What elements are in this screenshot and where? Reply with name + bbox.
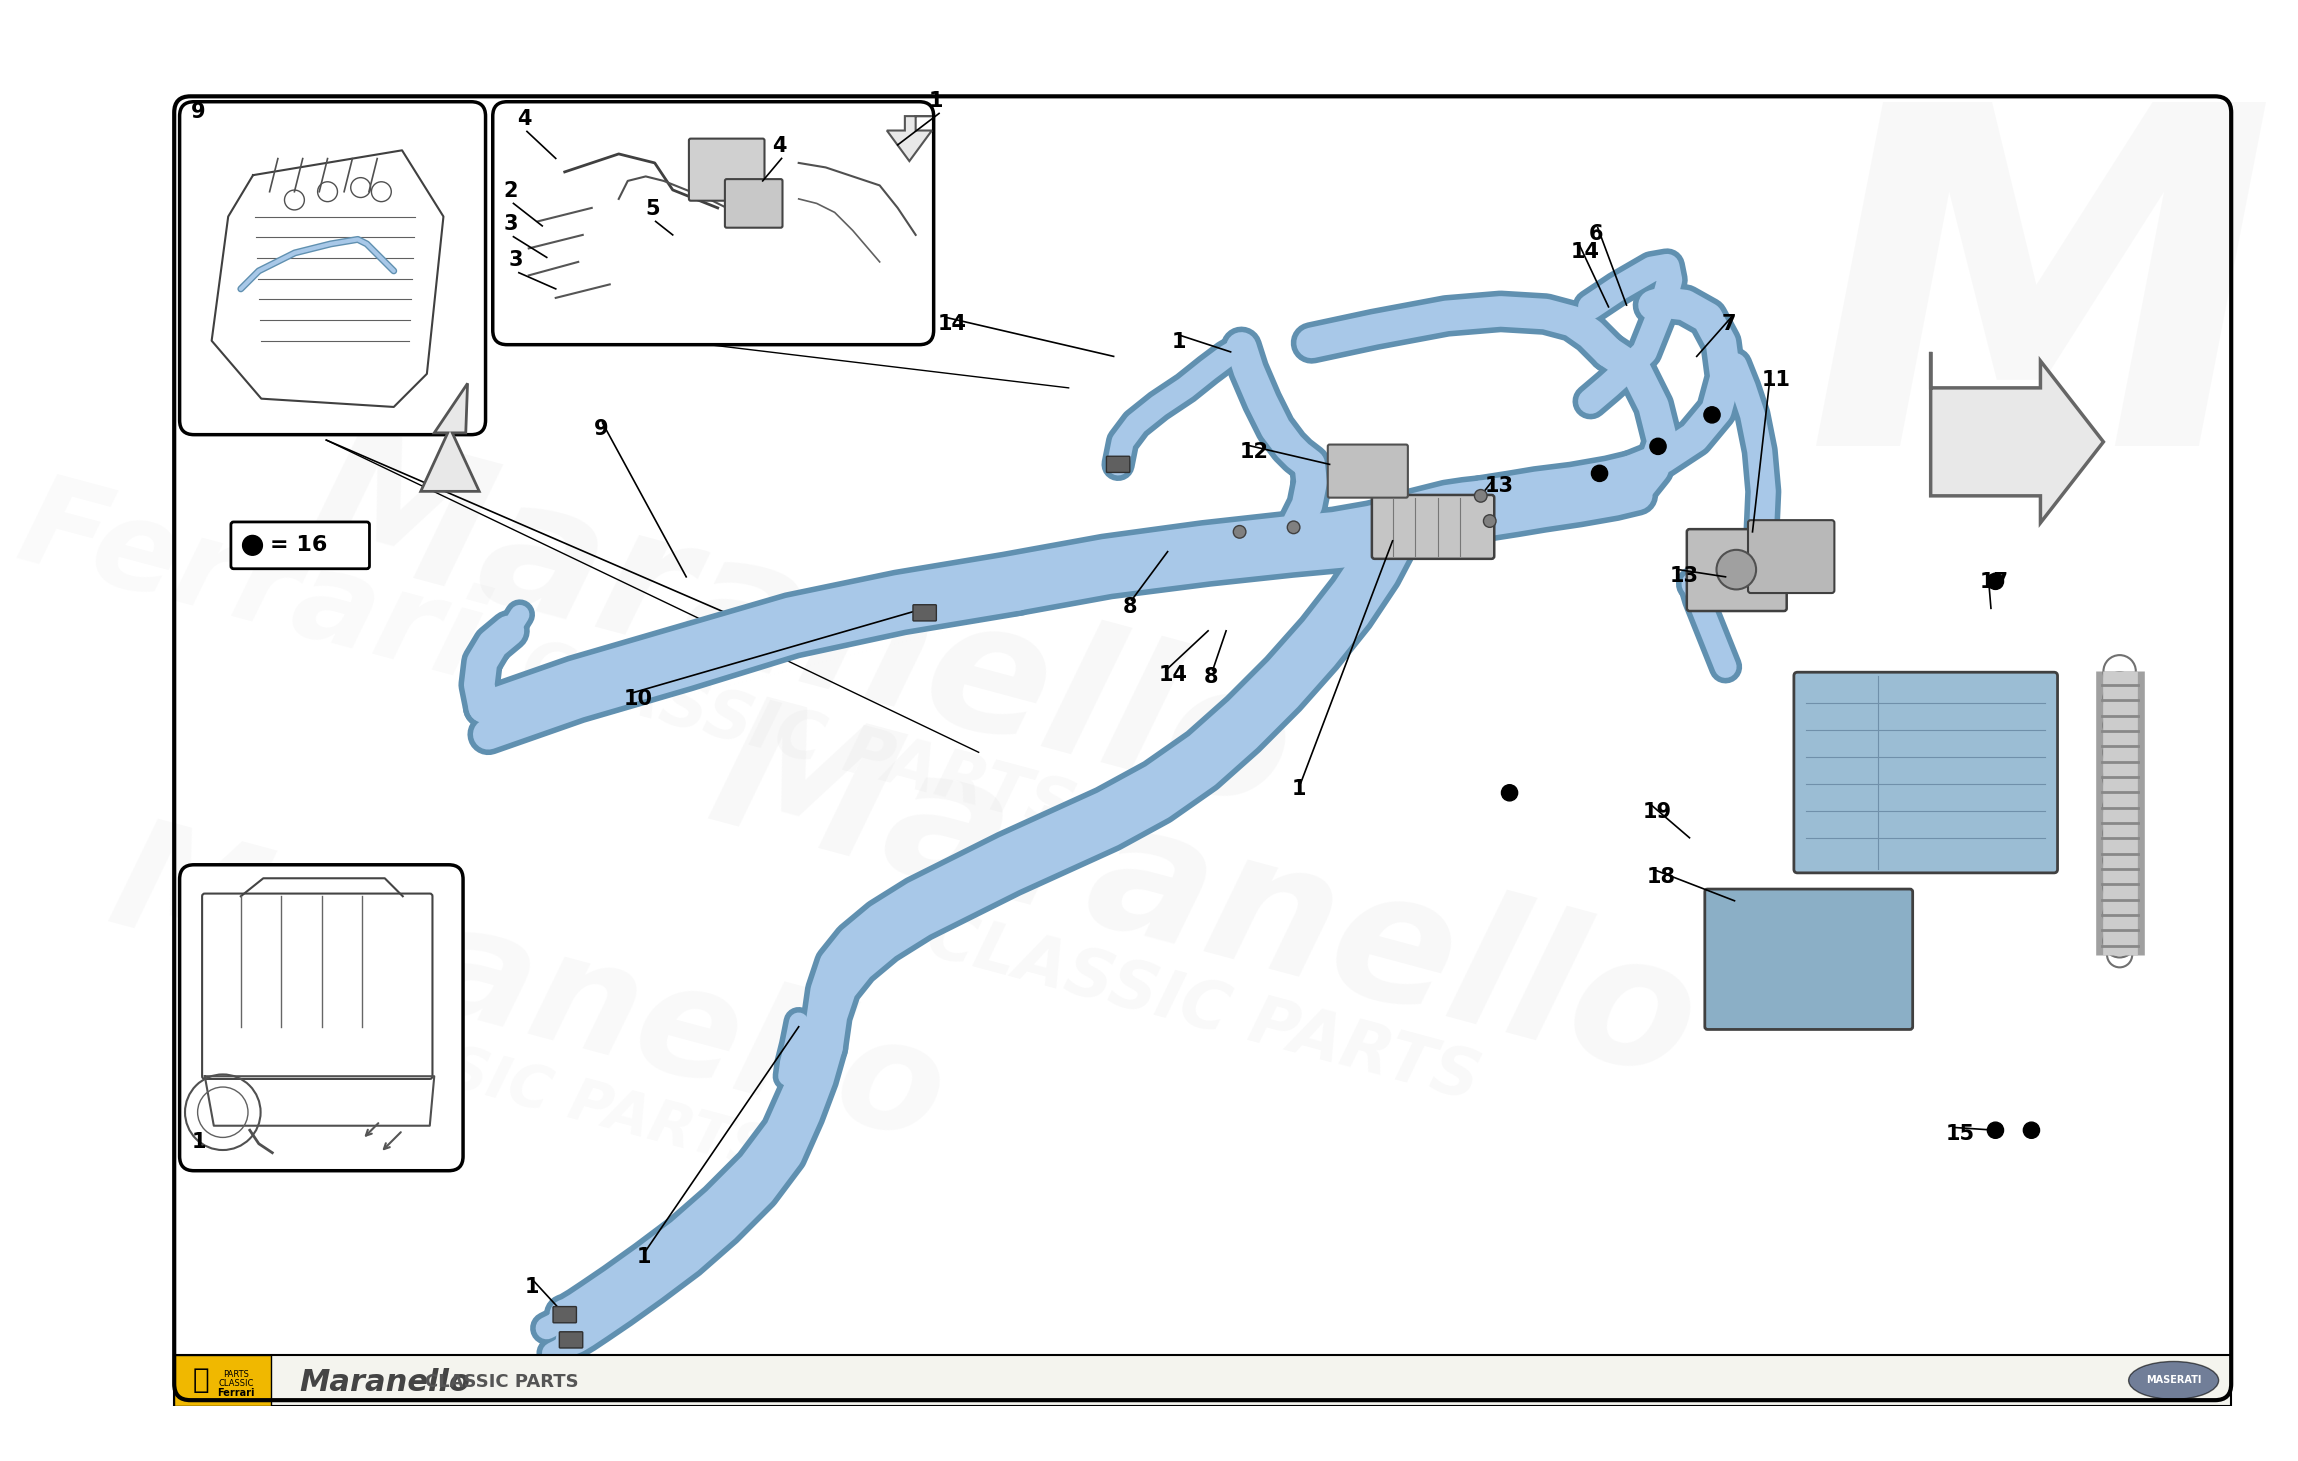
FancyBboxPatch shape — [1795, 672, 2057, 872]
Circle shape — [1650, 438, 1666, 454]
Text: 8: 8 — [1204, 666, 1218, 687]
FancyBboxPatch shape — [230, 522, 370, 568]
Bar — [175, 1356, 2231, 1405]
Ellipse shape — [2128, 1362, 2218, 1400]
Text: CLASSIC PARTS: CLASSIC PARTS — [515, 633, 1082, 844]
FancyBboxPatch shape — [1687, 529, 1786, 611]
Text: CLASSIC PARTS: CLASSIC PARTS — [425, 1373, 579, 1391]
Circle shape — [2022, 1122, 2041, 1138]
Text: 1: 1 — [928, 91, 944, 111]
Text: Ferrari: Ferrari — [7, 466, 494, 706]
Circle shape — [1475, 489, 1487, 503]
FancyBboxPatch shape — [558, 1332, 584, 1349]
FancyBboxPatch shape — [179, 102, 485, 435]
Text: Maranello: Maranello — [299, 1367, 471, 1397]
FancyBboxPatch shape — [1105, 456, 1131, 472]
Text: 1: 1 — [637, 1248, 650, 1267]
Text: 13: 13 — [1671, 565, 1698, 586]
Text: M: M — [1806, 88, 2275, 543]
Text: 12: 12 — [1239, 441, 1268, 462]
Polygon shape — [887, 115, 933, 161]
Circle shape — [1287, 522, 1301, 533]
Text: 9: 9 — [191, 102, 207, 121]
Text: CLASSIC PARTS: CLASSIC PARTS — [280, 998, 777, 1182]
Text: 17: 17 — [1979, 573, 2008, 592]
Text: CLASSIC PARTS: CLASSIC PARTS — [919, 903, 1487, 1115]
Circle shape — [244, 535, 262, 555]
Bar — [175, 1356, 271, 1405]
Text: 8: 8 — [1124, 596, 1138, 617]
Polygon shape — [421, 383, 480, 491]
Circle shape — [1593, 465, 1609, 482]
FancyBboxPatch shape — [689, 139, 765, 200]
FancyBboxPatch shape — [1749, 520, 1834, 593]
Text: 3: 3 — [503, 215, 517, 234]
Text: 1: 1 — [191, 1132, 207, 1153]
Text: 9: 9 — [593, 419, 609, 440]
FancyBboxPatch shape — [554, 1306, 577, 1322]
Text: Maranello: Maranello — [287, 415, 1310, 846]
Text: 1: 1 — [524, 1277, 538, 1297]
Circle shape — [1988, 573, 2004, 589]
Text: Maranello: Maranello — [692, 685, 1714, 1116]
FancyBboxPatch shape — [1705, 890, 1912, 1030]
Text: 14: 14 — [1158, 665, 1188, 685]
Text: 4: 4 — [772, 136, 786, 156]
FancyBboxPatch shape — [179, 865, 464, 1170]
Text: 19: 19 — [1643, 802, 1673, 821]
Text: Maranello: Maranello — [97, 808, 961, 1173]
Polygon shape — [1930, 352, 2103, 523]
FancyBboxPatch shape — [1328, 444, 1409, 498]
Text: 1: 1 — [1172, 332, 1186, 352]
Text: 13: 13 — [1485, 476, 1514, 497]
FancyBboxPatch shape — [912, 605, 935, 621]
Text: 3: 3 — [508, 250, 524, 270]
Text: 6: 6 — [1588, 224, 1604, 244]
Text: 10: 10 — [623, 690, 653, 709]
Text: 14: 14 — [938, 314, 967, 335]
Text: Ferrari: Ferrari — [218, 1388, 255, 1398]
FancyBboxPatch shape — [492, 102, 933, 345]
Text: PARTS: PARTS — [223, 1370, 248, 1379]
Text: 14: 14 — [1572, 243, 1599, 262]
Circle shape — [1501, 785, 1517, 801]
Circle shape — [1703, 406, 1721, 424]
Text: 7: 7 — [1721, 314, 1737, 335]
Text: 5: 5 — [646, 199, 660, 219]
Circle shape — [1717, 549, 1756, 589]
Text: 🐴: 🐴 — [193, 1366, 209, 1394]
Text: = 16: = 16 — [269, 535, 326, 555]
Circle shape — [1234, 526, 1246, 538]
Text: 15: 15 — [1946, 1124, 1974, 1144]
FancyBboxPatch shape — [724, 180, 784, 228]
FancyBboxPatch shape — [1372, 495, 1494, 560]
Circle shape — [1988, 1122, 2004, 1138]
Text: 2: 2 — [503, 181, 517, 202]
Text: 11: 11 — [1763, 370, 1790, 390]
Text: CLASSIC: CLASSIC — [218, 1379, 255, 1388]
Text: 4: 4 — [517, 110, 531, 129]
Text: 1: 1 — [1291, 779, 1305, 799]
Text: 18: 18 — [1645, 866, 1675, 887]
Circle shape — [1485, 514, 1496, 527]
Text: MASERATI: MASERATI — [2146, 1375, 2201, 1385]
